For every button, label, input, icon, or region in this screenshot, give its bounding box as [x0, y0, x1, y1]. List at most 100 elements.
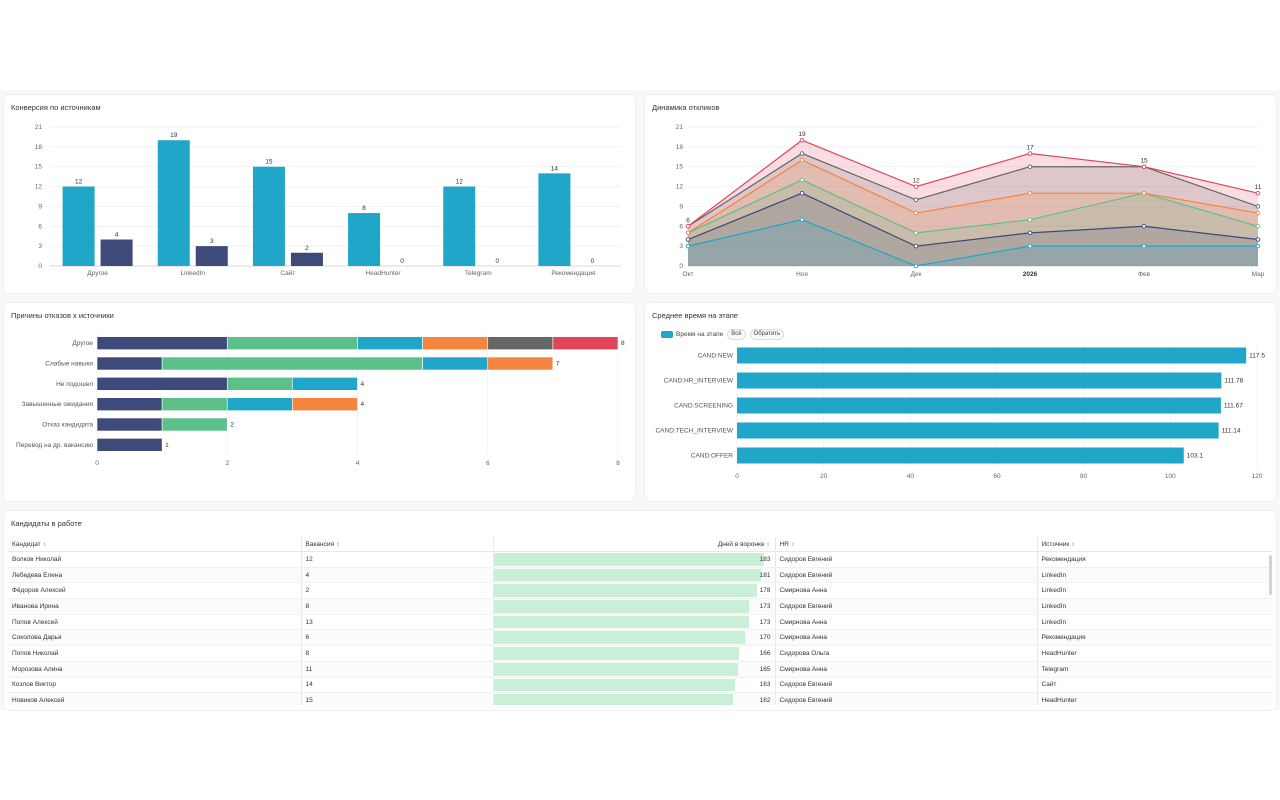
cell-source: Сайт	[1037, 677, 1272, 694]
x-tick-label: 0	[95, 460, 99, 467]
series-point	[685, 237, 691, 242]
table-row[interactable]: Козлов Виктор 14 163 Сидоров Евгений Сайт	[8, 677, 1272, 694]
data-label: 15	[1140, 158, 1148, 165]
table-scrollbar[interactable]	[1269, 555, 1272, 595]
data-label: 4	[361, 401, 365, 408]
sort-icon[interactable]: ⇕	[335, 541, 341, 548]
dynamics-panel: Динамика откликов 0 3 6 9 12 15 18 21 Окт Ноя Дек 2…	[645, 95, 1276, 293]
series-point	[1027, 151, 1033, 156]
days-bar	[493, 600, 750, 613]
cell-hr: Сидорова Ольга	[775, 645, 1038, 662]
table-row[interactable]: Волков Николай 12 183 Сидоров Евгений Рекоме…	[8, 551, 1272, 568]
table-row[interactable]: Новиков Алексей 15 162 Сидоров Евгений HeadH…	[8, 692, 1272, 705]
cell-vacancy: 6	[301, 629, 494, 647]
bar	[348, 213, 381, 266]
x-tick-label: 20	[820, 473, 828, 480]
days-value: 181	[759, 571, 771, 579]
cell-vacancy: 2	[301, 582, 494, 600]
col-days-header[interactable]: Дней в воронке ⇕	[493, 537, 776, 552]
series-point	[1141, 190, 1147, 196]
data-label: 0	[400, 258, 404, 265]
x-tick-label: 8	[616, 460, 620, 467]
bar	[737, 422, 1219, 439]
avgtime-panel: Среднее время на этапе Время на этапе Вс…	[645, 303, 1276, 501]
cell-hr: Смирнова Анна	[775, 614, 1038, 631]
bar	[62, 186, 95, 266]
table-row[interactable]: Фёдоров Алексей 2 178 Смирнова Анна LinkedIn	[8, 582, 1272, 600]
bar	[290, 252, 323, 266]
y-tick-label: 9	[679, 203, 683, 210]
table-row[interactable]: Лебедева Елена 4 181 Сидоров Евгений LinkedI…	[8, 567, 1272, 584]
col-candidate-header[interactable]: Кандидат ⇕	[8, 537, 302, 552]
legend-swatch[interactable]	[661, 331, 673, 338]
y-tick-label: 15	[676, 164, 684, 171]
sort-icon[interactable]: ⇕	[790, 541, 795, 548]
series-point	[1027, 217, 1033, 222]
cell-days: 173	[493, 598, 776, 615]
data-label: 12	[75, 179, 83, 186]
series-point	[913, 184, 919, 189]
sort-icon[interactable]: ⇕	[766, 541, 771, 548]
data-label: 3	[210, 238, 214, 245]
col-source-header[interactable]: Источник ⇕	[1037, 537, 1272, 552]
conversion-panel: Конверсия по источникам 0 3 6 9 12 15 18 21 Друг…	[4, 95, 635, 293]
cell-candidate: Фёдоров Алексей	[8, 582, 302, 600]
legend-all-button[interactable]: Всё	[727, 329, 746, 340]
series-point	[1255, 210, 1261, 216]
y-tick-label: CAND:OFFER	[691, 453, 734, 460]
data-label: 15	[265, 159, 273, 166]
y-tick-label: Завышенные ожидания	[22, 401, 94, 408]
x-tick-label: 2	[225, 460, 229, 467]
series-point	[1255, 243, 1261, 249]
legend-label[interactable]: Время на этапе	[676, 331, 724, 338]
bar	[737, 347, 1247, 364]
y-tick-label: Другое	[72, 340, 93, 347]
series-point	[913, 243, 919, 249]
cell-candidate: Попов Алексей	[8, 614, 302, 631]
sort-icon[interactable]: ⇕	[1071, 541, 1076, 548]
table-row[interactable]: Морозова Алина 11 165 Смирнова Анна Telegram	[8, 661, 1272, 678]
y-tick-label: Не подошел	[56, 381, 93, 388]
sort-icon[interactable]: ⇕	[42, 541, 47, 548]
cell-vacancy: 15	[301, 692, 494, 705]
bar	[737, 397, 1221, 414]
days-value: 170	[759, 634, 771, 642]
bar	[737, 372, 1222, 389]
days-value: 163	[759, 681, 771, 689]
x-tick-label: 6	[486, 460, 490, 467]
col-vacancy-header[interactable]: Вакансия ⇕	[301, 537, 494, 552]
data-label: 19	[798, 131, 806, 138]
x-tick-label: 0	[735, 473, 739, 480]
bar-segment	[96, 397, 163, 411]
days-bar	[493, 568, 762, 582]
table-row[interactable]: Иванова Ирина 8 173 Сидоров Евгений LinkedIn	[8, 598, 1272, 615]
series-point	[1141, 164, 1147, 169]
data-label: 19	[170, 132, 178, 139]
bar	[100, 239, 133, 266]
reasons-title: Причины отказов x источники	[11, 311, 114, 320]
data-label: 2	[230, 422, 234, 429]
table-row[interactable]: Попов Алексей 13 173 Смирнова Анна LinkedIn	[8, 614, 1272, 631]
table-row[interactable]: Попов Николай 8 166 Сидорова Ольга HeadHunte…	[8, 645, 1272, 662]
x-tick-label: Другое	[87, 270, 108, 277]
series-line	[687, 179, 1259, 234]
y-tick-label: Отказ кандидата	[42, 422, 93, 429]
y-tick-label: 12	[676, 184, 684, 191]
series-point	[685, 224, 691, 229]
col-hr-header[interactable]: HR ⇕	[775, 537, 1038, 552]
cell-candidate: Лебедева Елена	[8, 567, 302, 584]
reasons-chart: 0 2 4 6 8 Другое 8 Слабые навыки 7 Не подошел 4 Зав…	[16, 333, 625, 467]
series-point	[799, 151, 805, 156]
cell-days: 162	[493, 692, 776, 705]
data-label: 17	[1026, 144, 1034, 151]
bar	[737, 447, 1184, 464]
table-row[interactable]: Соколова Дарья 6 170 Смирнова Анна Рекоменда…	[8, 629, 1272, 647]
days-bar	[493, 662, 738, 676]
cell-days: 173	[493, 614, 776, 631]
avgtime-legend: Время на этапе Всё Обратить	[661, 329, 785, 340]
dashboard: Конверсия по источникам 0 3 6 9 12 15 18 21 Друг…	[0, 90, 1280, 710]
y-tick-label: CAND:HR_INTERVIEW	[664, 378, 734, 385]
legend-invert-button[interactable]: Обратить	[749, 329, 785, 340]
bar-segment	[357, 336, 423, 350]
